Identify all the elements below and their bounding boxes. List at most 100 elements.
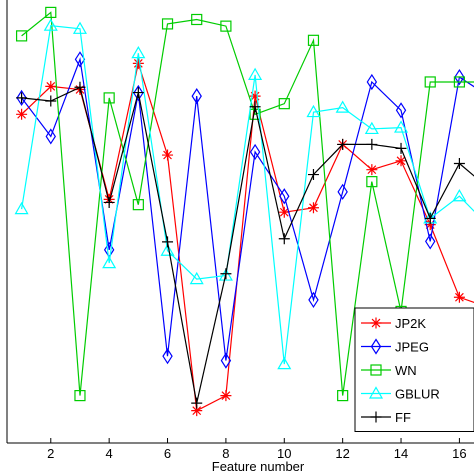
data-point-wn [103, 92, 115, 104]
data-point-ff [453, 157, 465, 169]
series-ff [16, 81, 474, 409]
legend-item-wn: WN [361, 363, 417, 378]
legend-item-ff: FF [361, 410, 411, 425]
data-point-jp2k [307, 202, 319, 214]
data-point-jpeg [162, 348, 173, 365]
series-line-wn [21, 11, 474, 396]
data-point-wn [307, 34, 320, 46]
data-point-jpeg [279, 188, 290, 205]
axes-layer: 2 4 6 8 10 12 14 16 [6, 0, 474, 461]
legend-label-ff: FF [395, 410, 411, 425]
data-point-wn [74, 389, 86, 402]
data-point-gblur [364, 121, 379, 135]
legend-marker-ff [370, 411, 382, 423]
series-line-gblur [21, 25, 474, 365]
data-point-jp2k [453, 291, 465, 303]
data-point-ff [278, 233, 290, 245]
data-point-gblur [189, 271, 204, 285]
data-point-gblur [306, 104, 321, 118]
data-point-jp2k [16, 108, 28, 120]
legend-label-jp2k: JP2K [395, 316, 426, 331]
data-point-jpeg [133, 84, 144, 102]
data-point-gblur [335, 100, 350, 113]
data-point-wn [45, 6, 57, 19]
legend-label-gblur: GBLUR [395, 387, 440, 402]
data-point-ff [103, 196, 115, 208]
data-point-ff [424, 212, 436, 224]
data-point-jp2k [220, 390, 232, 402]
data-point-jpeg [16, 89, 27, 107]
data-point-jp2k [249, 90, 261, 102]
legend-label-wn: WN [395, 363, 417, 378]
data-point-ff [366, 138, 378, 150]
data-point-jp2k [45, 80, 57, 92]
data-point-gblur [72, 21, 88, 34]
x-tick-label: 14 [394, 446, 408, 461]
data-point-ff [191, 397, 203, 409]
data-point-wn [366, 176, 378, 188]
data-point-gblur [160, 243, 175, 256]
data-point-wn [220, 20, 232, 32]
data-point-jpeg [337, 183, 348, 200]
data-point-jp2k [424, 219, 436, 231]
legend-item-gblur: GBLUR [361, 386, 440, 402]
data-point-wn [424, 76, 436, 88]
legend-item-jp2k: JP2K [361, 316, 426, 331]
x-tick-label: 10 [277, 446, 291, 461]
data-point-jpeg [395, 102, 407, 119]
data-point-gblur [131, 45, 146, 59]
data-point-wn [161, 18, 174, 30]
data-point-gblur [277, 356, 292, 370]
x-tick-label: 6 [164, 446, 171, 461]
data-point-ff [16, 92, 28, 104]
x-tick-label: 2 [47, 446, 54, 461]
x-axis-title: Feature number [212, 459, 305, 474]
data-point-gblur [452, 189, 467, 202]
data-point-ff [220, 268, 232, 280]
legend-label-jpeg: JPEG [395, 340, 429, 355]
data-point-ff [45, 95, 57, 107]
data-point-gblur [393, 120, 409, 133]
data-point-ff [307, 169, 319, 181]
series-gblur [14, 18, 474, 370]
data-point-ff [337, 138, 349, 150]
data-point-jp2k [132, 57, 144, 69]
legend-marker-jp2k [370, 317, 382, 329]
legend: JP2K JPEG WN GBLUR FF [354, 307, 474, 432]
data-point-gblur [102, 255, 117, 269]
data-point-wn [15, 30, 28, 42]
series-layer [14, 6, 474, 417]
legend-marker-jpeg [370, 338, 382, 355]
data-point-jpeg [308, 291, 319, 309]
data-point-ff [249, 101, 261, 113]
data-point-jp2k [278, 206, 290, 218]
data-point-jpeg [220, 352, 232, 369]
data-point-gblur [14, 201, 29, 215]
data-point-jpeg [45, 128, 56, 145]
legend-marker-gblur [368, 386, 384, 399]
data-point-gblur [218, 268, 233, 281]
data-point-wn [132, 199, 144, 211]
legend-marker-wn [370, 364, 382, 376]
data-point-gblur [248, 67, 263, 80]
x-tick-label: 12 [335, 446, 349, 461]
legend-item-jpeg: JPEG [361, 338, 429, 355]
data-point-jpeg [191, 88, 202, 105]
data-point-jp2k [366, 164, 378, 176]
data-point-jp2k [191, 405, 203, 417]
x-tick-label: 8 [222, 446, 229, 461]
data-point-wn [453, 76, 466, 88]
x-tick-label: 4 [106, 446, 113, 461]
data-point-ff [74, 81, 86, 93]
data-point-gblur [43, 18, 58, 31]
data-point-jpeg [425, 233, 436, 250]
data-point-ff [162, 236, 174, 248]
data-point-jp2k [395, 155, 407, 167]
data-point-jpeg [454, 68, 465, 86]
data-point-jp2k [162, 149, 174, 161]
x-tick-label: 16 [452, 446, 466, 461]
data-point-jpeg [366, 73, 378, 91]
data-point-jpeg [249, 143, 261, 161]
data-point-wn [278, 98, 290, 110]
